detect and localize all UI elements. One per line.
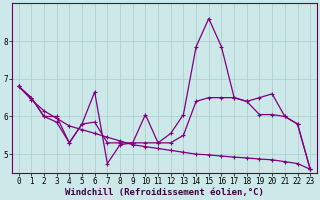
X-axis label: Windchill (Refroidissement éolien,°C): Windchill (Refroidissement éolien,°C) [65, 188, 264, 197]
